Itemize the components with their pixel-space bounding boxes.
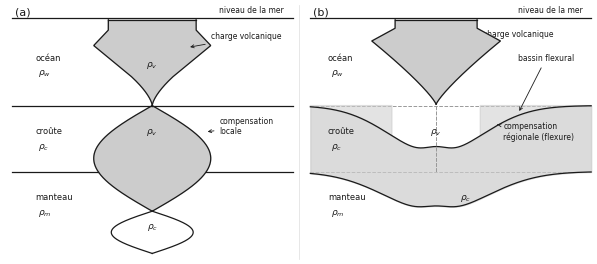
Text: $\rho_c$: $\rho_c$ [38,142,50,153]
Text: $\rho_c$: $\rho_c$ [460,192,471,204]
Text: compensation
régionale (flexure): compensation régionale (flexure) [498,122,574,142]
Text: $\rho_c$: $\rho_c$ [331,142,342,153]
Text: océan: océan [328,54,353,63]
Text: $\rho_m$: $\rho_m$ [331,208,344,219]
Text: niveau de la mer: niveau de la mer [518,6,583,15]
Polygon shape [372,20,500,104]
Text: $\rho_w$: $\rho_w$ [331,68,344,79]
Text: charge volcanique: charge volcanique [191,32,281,48]
Text: niveau de la mer: niveau de la mer [219,6,284,15]
Text: $\rho_w$: $\rho_w$ [38,68,51,79]
Polygon shape [94,20,211,106]
Text: $\rho_v$: $\rho_v$ [146,60,158,72]
Text: $\rho_c$: $\rho_c$ [147,221,158,233]
Text: océan: océan [35,54,61,63]
Text: (b): (b) [313,8,329,18]
Text: $\rho_v$: $\rho_v$ [146,126,158,138]
Text: croûte: croûte [328,128,355,136]
Text: manteau: manteau [35,194,73,202]
Text: (a): (a) [15,8,30,18]
Text: $\rho_v$: $\rho_v$ [430,60,442,72]
Text: manteau: manteau [328,194,365,202]
Text: compensation
locale: compensation locale [208,117,273,136]
Text: charge volcanique: charge volcanique [469,30,553,45]
Text: bassin flexural: bassin flexural [518,54,574,110]
Polygon shape [94,106,211,211]
Text: $\rho_v$: $\rho_v$ [430,126,442,138]
Text: $\rho_m$: $\rho_m$ [38,208,52,219]
Text: croûte: croûte [35,128,62,136]
